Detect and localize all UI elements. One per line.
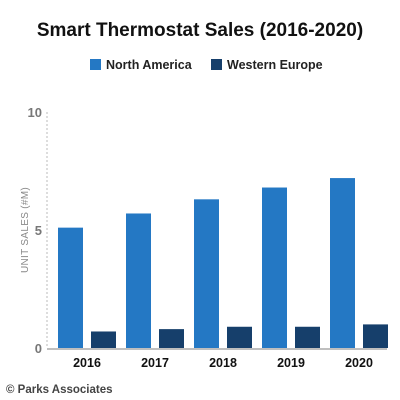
x-tick-label: 2018 xyxy=(209,356,237,370)
y-ticks: 0 5 10 xyxy=(28,105,42,356)
legend-label-north-america: North America xyxy=(106,58,193,72)
bar-western-europe-2017 xyxy=(159,329,184,348)
x-tick-label: 2016 xyxy=(73,356,101,370)
legend-swatch-western-europe xyxy=(211,59,222,70)
bar-north-america-2018 xyxy=(194,199,219,348)
bar-western-europe-2020 xyxy=(363,324,388,348)
y-axis-label: UNIT SALES (#M) xyxy=(20,187,31,273)
bar-western-europe-2019 xyxy=(295,326,320,348)
x-tick-label: 2017 xyxy=(141,356,169,370)
y-tick-label: 5 xyxy=(35,223,42,238)
source-credit: © Parks Associates xyxy=(6,384,113,396)
y-tick-label: 0 xyxy=(35,341,42,356)
chart-title: Smart Thermostat Sales (2016-2020) xyxy=(37,20,363,41)
x-ticks: 2016 2017 2018 2019 2020 xyxy=(73,356,373,370)
bar-western-europe-2016 xyxy=(91,331,116,348)
bar-north-america-2020 xyxy=(330,178,355,348)
bar-north-america-2019 xyxy=(262,187,287,348)
legend-label-western-europe: Western Europe xyxy=(227,58,323,72)
bars xyxy=(58,178,388,348)
bar-north-america-2016 xyxy=(58,227,83,348)
bar-north-america-2017 xyxy=(126,213,151,348)
legend: North America Western Europe xyxy=(90,58,323,72)
bar-western-europe-2018 xyxy=(227,326,252,348)
y-tick-label: 10 xyxy=(28,105,42,120)
legend-swatch-north-america xyxy=(90,59,101,70)
x-tick-label: 2019 xyxy=(277,356,305,370)
x-tick-label: 2020 xyxy=(345,356,373,370)
